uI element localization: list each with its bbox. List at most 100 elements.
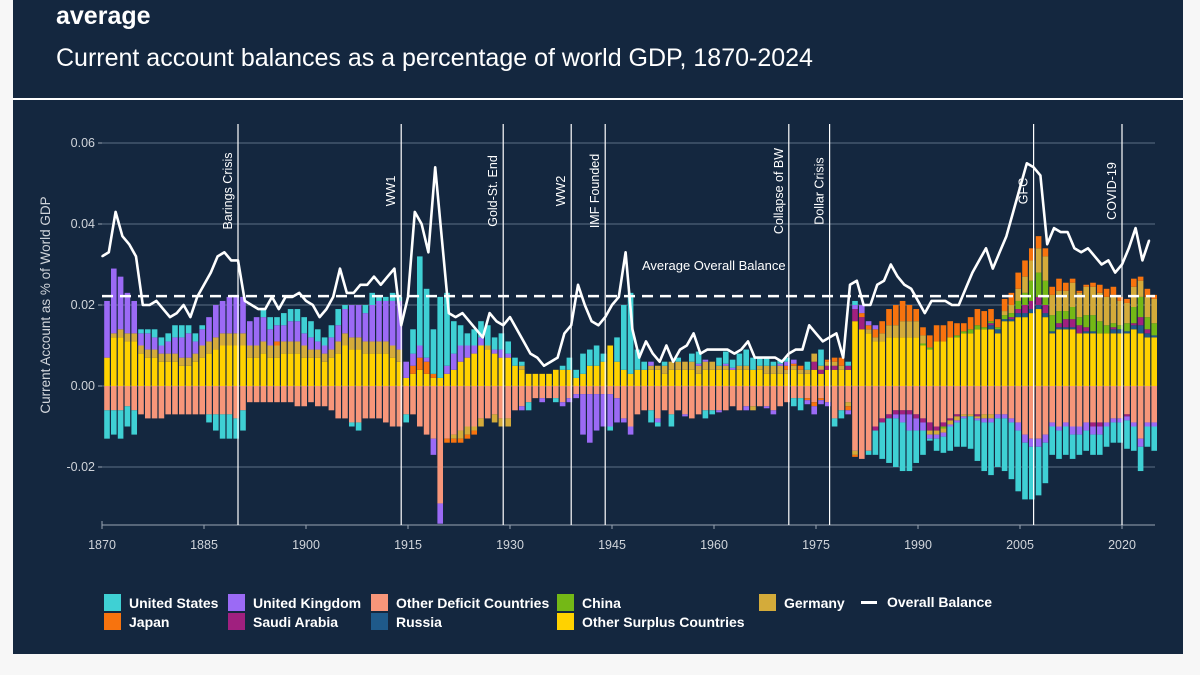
overall-balance-point-1991 [924,312,926,314]
overall-balance-point-1873 [121,235,124,237]
overall-balance-point-1934 [536,356,538,359]
overall-balance-point-1999 [978,259,980,262]
bar-segment-united_kingdom-1891 [247,321,253,346]
bar-segment-other_surplus-1905 [342,345,348,386]
bar-segment-united_kingdom-1925 [478,337,484,346]
bar-segment-japan-1924 [471,430,477,435]
bar-segment-united_states-1985 [886,418,892,463]
bar-segment-other_surplus-1995 [954,337,960,386]
bar-segment-other_deficit-1990 [920,386,926,419]
bar-segment-united_kingdom-1998 [974,418,981,421]
bar-segment-other_deficit-1999 [981,386,987,415]
bar-segment-other_surplus-1925 [478,345,484,386]
bar-segment-united_states-1913 [396,296,403,301]
bar-segment-other_deficit-1961 [723,386,729,411]
bar-segment-other_deficit-1951 [655,386,661,419]
bar-segment-united_states-1989 [913,430,919,463]
bar-segment-united_kingdom-1906 [349,305,355,338]
overall-balance-point-1941 [584,304,586,306]
bar-segment-united_states-1947 [627,292,634,374]
bar-segment-united_kingdom-2005 [1022,434,1028,443]
bar-segment-other_deficit-1904 [335,386,341,419]
bar-segment-united_states-1871 [111,410,117,435]
bar-segment-japan-2010 [1056,278,1062,291]
bar-segment-united_kingdom-2006 [1029,438,1035,447]
bar-segment-germany-1903 [328,349,335,358]
bar-segment-united_kingdom-1879 [165,341,171,354]
bar-segment-united_states-1911 [383,296,389,301]
bar-segment-other_deficit-1992 [933,386,940,427]
bar-segment-china-2010 [1056,311,1062,324]
bar-segment-other_surplus-1980 [852,321,858,386]
bar-segment-other_surplus-1998 [974,329,981,386]
bar-segment-united_kingdom-1901 [315,341,321,350]
bar-segment-united_states-1936 [553,398,559,403]
bar-segment-other_deficit-1908 [362,386,369,419]
overall-balance-point-1971 [788,352,790,355]
bar-segment-united_states-1931 [519,361,525,366]
bar-segment-other_deficit-1907 [355,386,362,423]
bar-segment-other_surplus-1923 [464,357,471,386]
bar-segment-other_deficit-1965 [750,386,756,407]
bar-segment-russia-2011 [1063,327,1069,330]
overall-balance-point-1969 [774,356,776,359]
bar-segment-other_surplus-1960 [716,369,722,386]
overall-balance-point-1967 [760,356,763,359]
bar-segment-united_kingdom-1983 [872,325,879,330]
bar-segment-other_surplus-1901 [315,357,321,386]
bar-segment-other_deficit-1958 [702,386,709,411]
bar-segment-other_deficit-1882 [185,386,192,415]
bar-segment-other_deficit-2008 [1042,386,1049,435]
bar-segment-china-2017 [1103,325,1110,334]
bar-segment-japan-1983 [872,329,879,338]
bar-segment-saudi_arabia-2016 [1097,422,1103,427]
bar-segment-germany-1999 [981,414,987,419]
bar-segment-other_surplus-1907 [355,349,362,386]
bar-segment-saudi_arabia-1989 [913,414,919,419]
bar-segment-other_deficit-1874 [131,386,137,411]
bar-segment-russia-2004 [1015,313,1021,318]
bar-segment-japan-2011 [1063,282,1069,291]
bar-segment-other_surplus-1990 [920,345,926,386]
bar-segment-saudi_arabia-1991 [927,422,933,431]
overall-balance-point-1938 [563,332,566,335]
bar-segment-other_deficit-1978 [838,386,845,411]
overall-balance-point-1887 [216,255,219,258]
bar-segment-japan-1995 [954,323,960,336]
overall-balance-point-1966 [754,356,756,359]
bar-segment-germany-2000 [988,414,994,419]
bar-segment-other_deficit-1909 [369,386,375,419]
bar-segment-united_kingdom-1992 [933,434,940,439]
bar-segment-united_states-1910 [376,296,382,301]
bar-segment-other_surplus-1872 [117,337,124,386]
overall-balance-point-1929 [502,324,505,327]
overall-balance-point-1896 [278,308,280,310]
overall-balance-point-2003 [1005,235,1008,237]
bar-segment-japan-2023 [1144,288,1151,297]
bar-segment-saudi_arabia-2014 [1083,327,1089,332]
bar-segment-germany-1993 [940,428,947,433]
bar-segment-united_kingdom-1921 [451,353,457,370]
overall-balance-point-2009 [1046,243,1048,246]
bar-segment-germany-1878 [158,353,165,362]
bar-segment-united_states-1998 [974,420,981,461]
overall-balance-point-1985 [883,279,885,282]
bar-segment-germany-2014 [1083,286,1089,316]
overall-balance-point-1936 [550,360,552,363]
bar-segment-other_deficit-1878 [158,386,165,419]
bar-segment-other_surplus-1941 [587,365,593,386]
overall-balance-point-1962 [726,348,729,351]
bar-segment-germany-1921 [451,434,457,439]
bar-segment-saudi_arabia-1980 [852,309,858,322]
bar-segment-other_surplus-1953 [668,369,675,386]
bar-segment-japan-2014 [1083,284,1089,287]
bar-segment-united_states-2004 [1015,430,1021,492]
bar-segment-japan-2013 [1076,290,1083,293]
bar-segment-united_kingdom-2010 [1056,426,1062,431]
overall-balance-point-2000 [985,247,987,250]
overall-balance-point-1879 [162,308,164,310]
bar-segment-other_deficit-1974 [811,386,817,403]
bar-segment-other_deficit-1892 [253,386,260,403]
bar-segment-other_surplus-2001 [995,333,1001,386]
bar-segment-united_kingdom-1904 [335,325,341,342]
